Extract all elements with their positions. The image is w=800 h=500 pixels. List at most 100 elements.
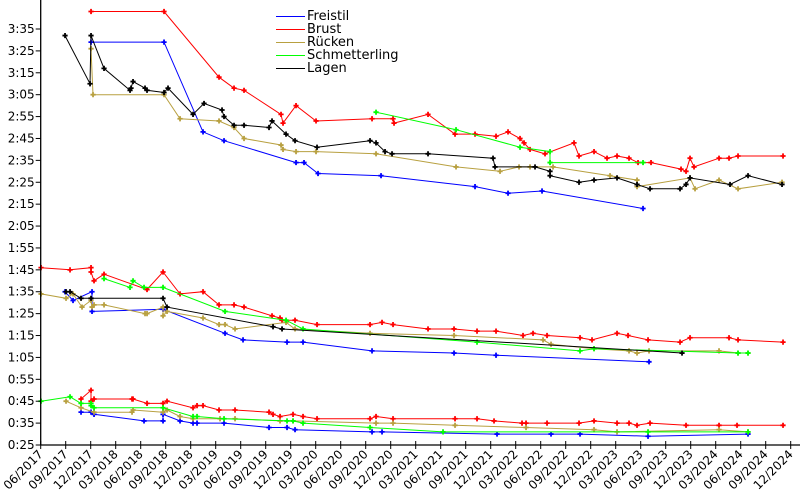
data-point <box>373 151 379 157</box>
data-point <box>369 348 375 354</box>
data-point <box>160 409 166 415</box>
data-point <box>576 153 582 159</box>
data-point <box>548 341 554 347</box>
data-point <box>379 319 385 325</box>
data-point <box>726 335 732 341</box>
data-point <box>367 138 373 144</box>
data-point <box>373 420 379 426</box>
data-point <box>425 151 431 157</box>
data-point <box>293 103 299 109</box>
data-point <box>231 85 237 91</box>
data-point <box>716 155 722 161</box>
data-point <box>390 116 396 122</box>
data-point <box>614 420 620 426</box>
data-point <box>313 149 319 155</box>
data-point <box>91 302 97 308</box>
data-point <box>550 164 556 170</box>
data-point <box>161 39 167 45</box>
y-tick-label: 1:05 <box>8 350 35 364</box>
y-tick-label: 2:35 <box>8 153 35 167</box>
data-point <box>425 326 431 332</box>
data-point <box>70 297 76 304</box>
data-point <box>577 348 583 354</box>
data-point <box>277 413 283 420</box>
series-freistil <box>62 39 751 439</box>
data-point <box>391 120 397 126</box>
series-line <box>64 290 650 363</box>
data-point <box>571 140 577 146</box>
data-point <box>390 321 396 328</box>
data-point <box>547 159 553 166</box>
data-point <box>735 186 741 192</box>
data-point <box>78 396 84 402</box>
data-point <box>517 135 523 142</box>
data-point <box>269 313 275 319</box>
data-point <box>491 418 497 424</box>
data-point <box>313 118 319 124</box>
y-tick-label: 0:35 <box>8 416 35 430</box>
y-tick-label: 1:25 <box>8 307 35 321</box>
data-point <box>727 181 733 188</box>
data-point <box>290 418 296 424</box>
data-point <box>160 284 166 290</box>
data-point <box>290 411 296 417</box>
data-point <box>130 396 136 402</box>
data-point <box>164 304 170 310</box>
series-line <box>64 35 783 190</box>
data-point <box>194 413 200 420</box>
data-point <box>280 120 286 126</box>
data-point <box>222 308 228 315</box>
data-point <box>293 159 299 166</box>
data-point <box>160 269 166 275</box>
data-point <box>517 144 523 150</box>
data-point <box>160 405 166 411</box>
data-point <box>194 402 200 409</box>
series-line <box>66 291 683 354</box>
data-point <box>390 420 396 426</box>
data-point <box>691 164 697 170</box>
data-point <box>200 315 206 321</box>
data-point <box>88 265 94 271</box>
data-point <box>451 326 457 332</box>
data-point <box>692 186 698 192</box>
data-point <box>241 122 247 128</box>
data-point <box>540 337 546 343</box>
data-point <box>91 409 97 415</box>
data-point <box>200 129 206 135</box>
data-point <box>544 420 550 426</box>
data-point <box>679 350 685 356</box>
data-point <box>216 302 222 308</box>
data-point <box>492 164 498 170</box>
data-point <box>88 295 94 301</box>
data-point <box>91 396 97 402</box>
plot-area <box>38 8 786 439</box>
data-point <box>78 400 84 406</box>
y-tick-label: 3:05 <box>8 88 35 102</box>
data-point <box>645 429 651 435</box>
data-point <box>231 122 237 128</box>
data-point <box>683 181 689 188</box>
data-point <box>780 422 786 428</box>
legend-label: Lagen <box>307 61 347 76</box>
y-tick-label: 3:25 <box>8 44 35 58</box>
data-point <box>300 413 306 420</box>
data-point <box>266 424 272 431</box>
data-point <box>284 424 290 431</box>
data-point <box>200 402 206 409</box>
data-point <box>284 418 290 424</box>
data-point <box>472 184 478 190</box>
data-point <box>101 302 107 308</box>
data-point <box>678 166 684 172</box>
data-point <box>128 85 134 91</box>
data-point <box>505 129 511 135</box>
data-point <box>62 32 68 39</box>
data-point <box>200 289 206 295</box>
data-point <box>373 140 379 146</box>
series-ruecken <box>38 46 785 435</box>
data-point <box>716 422 722 428</box>
y-tick-label: 3:35 <box>8 22 35 36</box>
data-point <box>373 413 379 420</box>
data-point <box>301 159 307 166</box>
data-point <box>216 321 222 328</box>
data-point <box>378 173 384 179</box>
